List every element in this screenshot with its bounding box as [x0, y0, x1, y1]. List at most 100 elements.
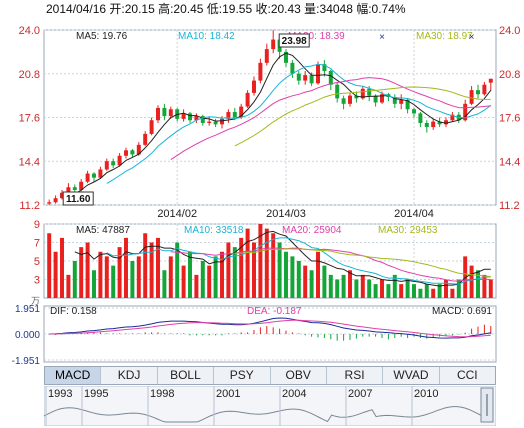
volume-bar	[271, 233, 276, 298]
volume-bar	[392, 274, 397, 298]
volume-bar	[437, 284, 442, 298]
candle-body	[188, 113, 192, 121]
macd-axis-tick: -1.951	[12, 356, 41, 366]
candle-body	[162, 107, 167, 117]
tab-boll[interactable]: BOLL	[158, 367, 215, 384]
macd-dif-label: DIF: 0.158	[50, 306, 97, 317]
candle-body	[437, 121, 442, 125]
candle-body	[399, 99, 404, 104]
volume-bar	[53, 251, 58, 298]
tab-kdj[interactable]: KDJ	[101, 367, 158, 384]
volume-bar	[130, 261, 135, 298]
candle-body	[117, 155, 122, 166]
volume-bar	[156, 237, 160, 298]
volume-bar	[245, 228, 250, 298]
candle-body	[341, 98, 346, 104]
candle-body	[488, 78, 493, 83]
price-ma5-label: MA5: 19.76	[76, 31, 128, 42]
event-marker-icon: ×	[469, 32, 475, 43]
price-ma5-line	[74, 52, 492, 195]
volume-bar	[309, 270, 314, 298]
candle-body	[239, 106, 244, 118]
price-axis-tick-right: 24.0	[499, 25, 520, 37]
volume-bar	[168, 256, 173, 298]
date-axis-tick: 2014/03	[266, 208, 306, 220]
timeline-year-label: 2007	[348, 388, 372, 400]
chart-canvas: 2014/04/16 开:20.15 高:20.45 低:19.55 收:20.…	[12, 1, 521, 366]
timeline-frame	[44, 386, 496, 426]
timeline-year-label: 1993	[48, 388, 72, 400]
volume-bar	[111, 265, 116, 298]
candle-body	[232, 112, 237, 118]
candle-body	[373, 95, 378, 103]
date-axis-tick: 2014/04	[394, 208, 434, 220]
volume-bar	[79, 247, 84, 298]
price-axis-tick-left: 24.0	[19, 25, 40, 37]
volume-bar	[213, 256, 218, 298]
candle-body	[156, 107, 160, 121]
volume-bar	[290, 256, 295, 298]
candle-body	[296, 73, 301, 81]
timeline-year-label: 1998	[150, 388, 174, 400]
volume-bar	[117, 247, 122, 298]
tab-macd[interactable]: MACD	[45, 367, 102, 384]
macd-dea-line	[49, 319, 491, 338]
candle-body	[271, 39, 276, 50]
volume-axis-tick: 7	[34, 238, 40, 250]
tab-wvad[interactable]: WVAD	[383, 367, 440, 384]
tab-psy[interactable]: PSY	[214, 367, 271, 384]
volume-bar	[418, 288, 423, 298]
candle-body	[124, 150, 128, 156]
volume-axis-tick: 3	[34, 275, 40, 287]
indicator-tab-bar: MACD KDJ BOLL PSY OBV RSI WVAD CCI	[44, 366, 496, 385]
candle-body	[348, 95, 352, 104]
candle-body	[143, 133, 148, 145]
volume-bar	[284, 251, 288, 298]
volume-unit-label: 万	[31, 296, 40, 306]
high-price-label: 23.98	[282, 36, 307, 47]
volume-ma10-label: MA10: 33518	[184, 225, 244, 236]
volume-bar	[252, 242, 256, 298]
price-axis-tick-right: 17.6	[499, 113, 520, 125]
candle-body	[322, 64, 327, 72]
low-price-box	[62, 191, 94, 206]
volume-axis-tick: 5	[34, 256, 40, 268]
timeline-navigator[interactable]: 1993 1995 1998 2001 2004 2007 2010	[44, 386, 496, 426]
volume-bar	[149, 242, 154, 298]
candle-body	[47, 202, 52, 204]
volume-ma5-label: MA5: 47887	[76, 225, 130, 236]
volume-bar	[258, 224, 263, 298]
volume-axis-tick: 9	[34, 219, 40, 231]
candle-body	[354, 95, 359, 99]
tab-cci[interactable]: CCI	[456, 368, 478, 382]
candle-body	[476, 90, 480, 95]
volume-ma30-label: MA30: 29453	[378, 225, 438, 236]
tab-rsi[interactable]: RSI	[327, 367, 384, 384]
volume-bar	[469, 265, 474, 298]
volume-bar	[175, 242, 180, 298]
price-ma20-line	[170, 77, 491, 161]
volume-bar	[264, 228, 269, 298]
tab-obv[interactable]: OBV	[271, 367, 327, 384]
price-ma10-label: MA10: 18.42	[178, 31, 235, 42]
volume-bar	[322, 265, 327, 298]
volume-bar	[104, 256, 109, 298]
candle-body	[207, 121, 212, 123]
candle-body	[284, 51, 288, 63]
price-axis-tick-right: 14.4	[499, 156, 520, 168]
candle-body	[92, 173, 96, 178]
event-marker-icon: ×	[379, 32, 385, 43]
volume-bar	[188, 251, 192, 298]
volume-bar	[85, 242, 90, 298]
candle-body	[252, 80, 256, 93]
candle-body	[258, 62, 263, 81]
volume-bar	[335, 279, 340, 298]
macd-axis-tick: 0.000	[15, 330, 40, 341]
volume-bar	[360, 274, 365, 298]
volume-bar	[444, 279, 448, 298]
price-ma30-line	[234, 86, 491, 147]
candle-body	[450, 114, 455, 121]
date-axis-tick: 2014/02	[157, 208, 197, 220]
volume-bar	[60, 237, 64, 298]
